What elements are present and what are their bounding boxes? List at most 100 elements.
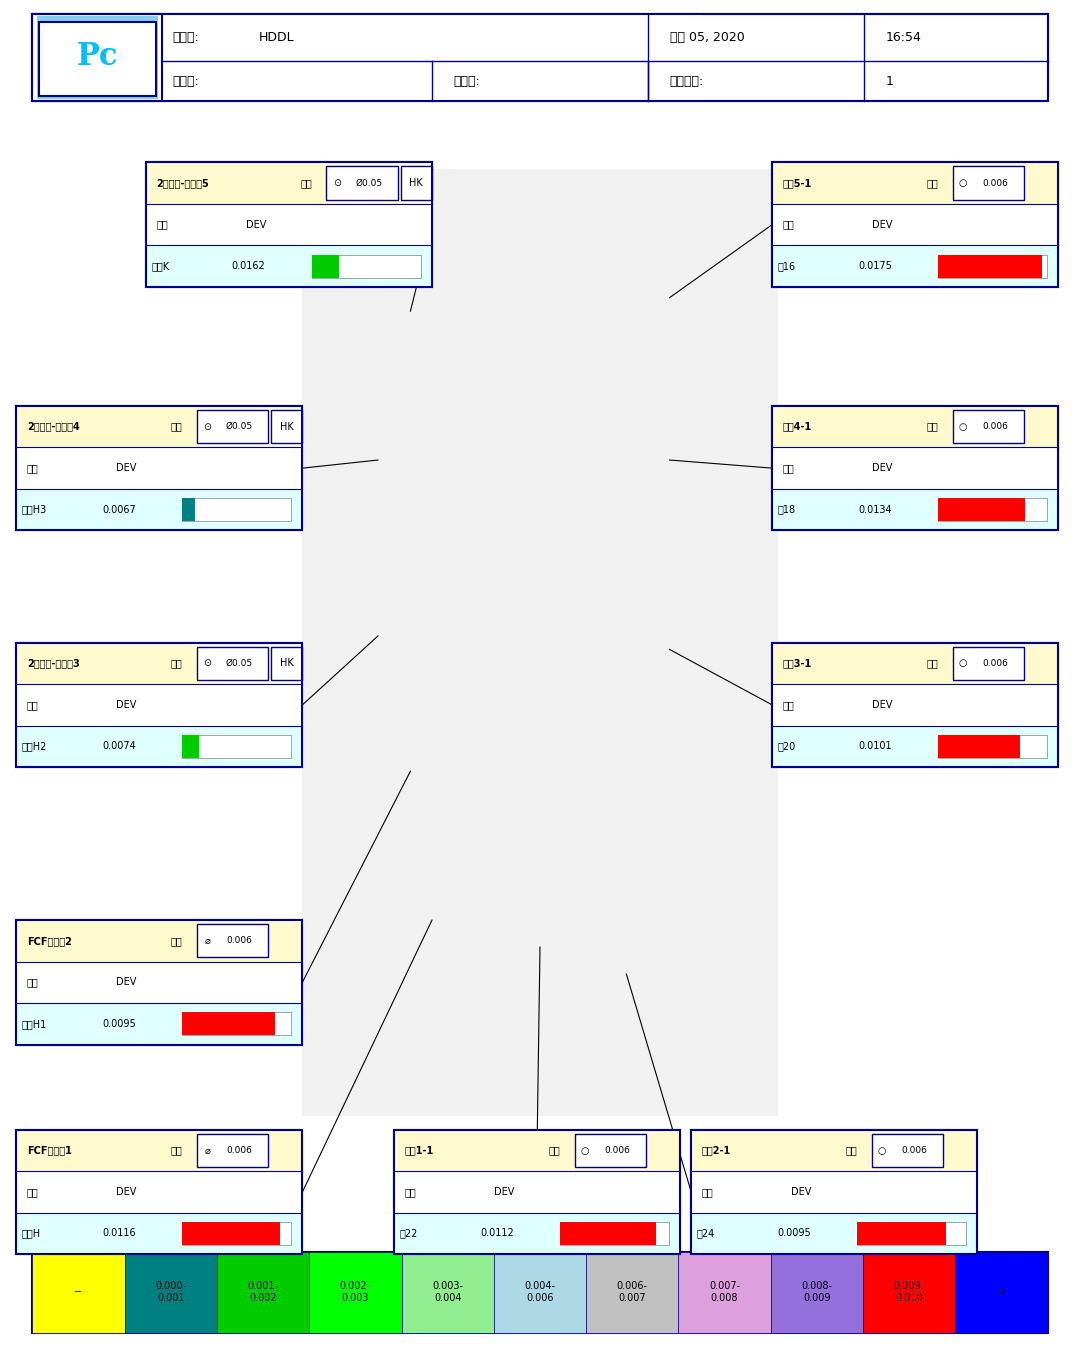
Bar — [401, 166, 432, 200]
Bar — [32, 1252, 1048, 1333]
Text: 特征: 特征 — [783, 700, 795, 710]
Bar — [16, 1130, 302, 1254]
Text: 0.0101: 0.0101 — [858, 741, 892, 751]
Text: 0.002-
0.003: 0.002- 0.003 — [340, 1281, 372, 1303]
Text: 特征: 特征 — [27, 1187, 39, 1197]
Bar — [16, 685, 302, 725]
Bar — [691, 1130, 977, 1254]
Bar — [183, 498, 195, 521]
Text: 毫米: 毫米 — [927, 659, 939, 668]
Text: 0.0175: 0.0175 — [858, 261, 892, 271]
Text: 0.004-
0.006: 0.004- 0.006 — [525, 1281, 555, 1303]
Text: DEV: DEV — [117, 1187, 137, 1197]
Bar — [394, 1130, 680, 1254]
Text: 0.0116: 0.0116 — [102, 1229, 136, 1238]
Text: ○: ○ — [959, 422, 968, 432]
Bar — [586, 1252, 678, 1333]
Bar — [772, 643, 1058, 685]
Bar — [575, 1134, 646, 1168]
Text: 0.003-
0.004: 0.003- 0.004 — [432, 1281, 463, 1303]
Bar — [691, 1212, 977, 1254]
Text: 特征: 特征 — [702, 1187, 714, 1197]
Bar — [394, 1130, 680, 1254]
Text: 特征: 特征 — [783, 463, 795, 474]
Text: 0.007-
0.008: 0.007- 0.008 — [708, 1281, 740, 1303]
Bar — [183, 1012, 291, 1035]
Bar — [772, 643, 1058, 767]
Text: DEV: DEV — [495, 1187, 515, 1197]
Bar — [858, 1222, 946, 1245]
Text: 统计计数:: 统计计数: — [670, 74, 704, 88]
Text: 序列号:: 序列号: — [454, 74, 481, 88]
Text: 圆度1-1: 圆度1-1 — [405, 1146, 434, 1155]
Bar — [197, 410, 268, 444]
Text: 毫米: 毫米 — [171, 936, 183, 946]
Text: HK: HK — [280, 422, 294, 432]
Text: FCF圆柱度2: FCF圆柱度2 — [27, 936, 72, 946]
Text: 毫米: 毫米 — [927, 422, 939, 432]
Bar — [146, 204, 432, 245]
Bar — [146, 162, 432, 287]
Bar — [772, 162, 1058, 287]
Text: 圆22: 圆22 — [400, 1229, 418, 1238]
Bar — [271, 410, 302, 444]
Text: 柱体H: 柱体H — [22, 1229, 41, 1238]
Bar — [16, 1212, 302, 1254]
Bar — [183, 1222, 291, 1245]
Bar — [953, 410, 1024, 444]
Text: 圆度4-1: 圆度4-1 — [783, 422, 812, 432]
Text: 特征: 特征 — [27, 463, 39, 474]
Text: 0.006-
0.007: 0.006- 0.007 — [617, 1281, 648, 1303]
Bar — [939, 735, 1047, 758]
Bar — [183, 1012, 274, 1035]
Bar — [561, 1222, 656, 1245]
Bar — [772, 643, 1058, 767]
Bar — [691, 1172, 977, 1212]
Bar — [124, 1252, 217, 1333]
Bar — [16, 643, 302, 767]
Text: 0.006: 0.006 — [605, 1146, 631, 1155]
Text: 圆18: 圆18 — [778, 505, 796, 514]
Text: DEV: DEV — [873, 700, 893, 710]
Bar — [217, 1252, 309, 1333]
Bar — [197, 1134, 268, 1168]
Bar — [309, 1252, 402, 1333]
Bar — [183, 735, 199, 758]
Bar — [772, 406, 1058, 530]
Bar — [863, 1252, 956, 1333]
Bar — [312, 254, 339, 277]
Text: 柱体H1: 柱体H1 — [22, 1019, 46, 1028]
Text: 圆24: 圆24 — [697, 1229, 715, 1238]
Text: 圆度2-1: 圆度2-1 — [702, 1146, 731, 1155]
Text: 圆16: 圆16 — [778, 261, 796, 271]
Bar — [16, 1130, 302, 1254]
Bar — [16, 1130, 302, 1172]
Text: 毫米: 毫米 — [927, 179, 939, 188]
Bar — [956, 1252, 1048, 1333]
Bar — [16, 962, 302, 1003]
Bar — [16, 406, 302, 530]
Text: −: − — [75, 1287, 82, 1298]
Bar — [16, 920, 302, 962]
Bar — [772, 488, 1058, 530]
Bar — [772, 725, 1058, 767]
Bar — [162, 14, 702, 101]
Bar — [691, 1130, 977, 1254]
Bar — [872, 1134, 943, 1168]
Text: 柱体H3: 柱体H3 — [22, 505, 46, 514]
Bar — [394, 1130, 680, 1172]
Bar — [394, 1172, 680, 1212]
Text: 2号尺寸-同心度4: 2号尺寸-同心度4 — [27, 422, 80, 432]
Text: 特征: 特征 — [27, 700, 39, 710]
Text: 0.000-
0.001: 0.000- 0.001 — [156, 1281, 187, 1303]
Text: DEV: DEV — [873, 219, 893, 230]
Text: ⌀: ⌀ — [204, 1146, 211, 1155]
Text: 16:54: 16:54 — [886, 31, 921, 45]
Text: DEV: DEV — [117, 700, 137, 710]
Bar — [16, 725, 302, 767]
Bar — [326, 166, 397, 200]
Text: 2号尺寸-同心度3: 2号尺寸-同心度3 — [27, 659, 80, 668]
Bar — [183, 735, 291, 758]
Text: FCF圆柱度1: FCF圆柱度1 — [27, 1146, 72, 1155]
Text: ○: ○ — [959, 179, 968, 188]
